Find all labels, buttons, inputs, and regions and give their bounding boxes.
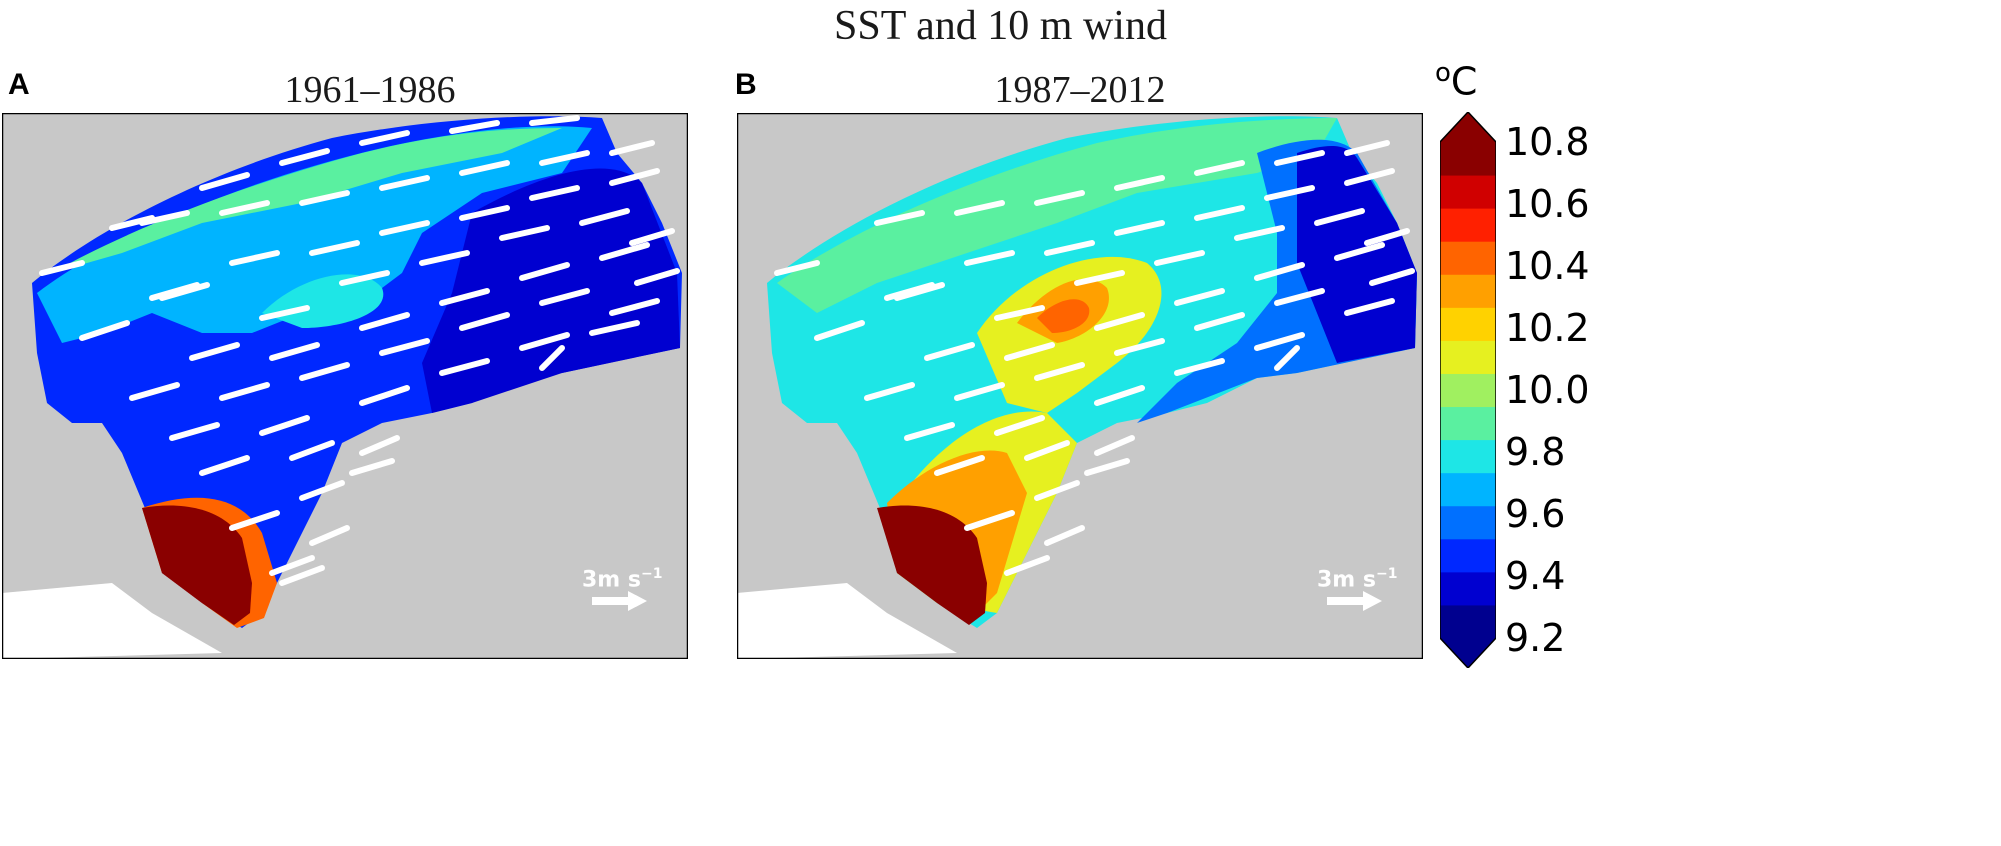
panel-a-title: 1961–1986 [284, 69, 456, 111]
scale-exp-b: −1 [1376, 566, 1398, 582]
colorbar-tick-label: 9.8 [1505, 430, 1566, 474]
panel-a-label: A [8, 68, 30, 101]
estuary-a [2, 583, 222, 659]
sst-green-b [777, 118, 1337, 313]
scale-arrowhead-b [1363, 591, 1382, 611]
colorbar-tick-label: 10.0 [1505, 368, 1590, 412]
colorbar-tick-label: 9.2 [1505, 616, 1566, 660]
colorbar-extend-max [1440, 112, 1496, 142]
frame-a [2, 113, 688, 659]
colorbar-unit: oC [1435, 58, 1477, 104]
colorbar-tick-label: 10.4 [1505, 244, 1590, 288]
scale-text-b: 3m s [1317, 567, 1376, 593]
colorbar-segment [1440, 241, 1496, 275]
colorbar-segments [1440, 112, 1496, 668]
colorbar-segment [1440, 571, 1496, 606]
frame-b [737, 113, 1423, 659]
colorbar-segment [1440, 340, 1496, 374]
colorbar-segment [1440, 274, 1496, 308]
scale-label-b: 3m s−1 [1317, 566, 1397, 592]
colorbar-segment [1440, 175, 1496, 209]
scale-arrowhead-a [628, 591, 647, 611]
estuary-b [737, 583, 957, 659]
colorbar-tick-label: 9.6 [1505, 492, 1566, 536]
colorbar-tick-label: 10.6 [1505, 182, 1590, 226]
colorbar-segment [1440, 505, 1496, 540]
map-panel-a [2, 113, 688, 659]
colorbar-segment [1440, 208, 1496, 242]
colorbar-segment [1440, 472, 1496, 507]
colorbar-tick-label: 10.2 [1505, 306, 1590, 350]
scale-label-a: 3m s−1 [582, 566, 662, 592]
figure-title: SST and 10 m wind [834, 3, 1167, 49]
scale-text-a: 3m s [582, 567, 641, 593]
sst-hot-b [877, 505, 987, 625]
colorbar [1440, 112, 1496, 668]
wind-arrows-b [774, 140, 1415, 576]
colorbar-segment [1440, 439, 1496, 474]
panel-b-title: 1987–2012 [994, 69, 1166, 111]
colorbar-tick-label: 10.8 [1505, 120, 1590, 164]
sst-darkblue-a [422, 168, 680, 413]
unit-text: C [1450, 59, 1478, 104]
colorbar-segment [1440, 373, 1496, 408]
scale-exp-a: −1 [641, 566, 663, 582]
panel-b-label: B [735, 68, 757, 101]
colorbar-extend-min [1440, 638, 1496, 668]
colorbar-segment [1440, 142, 1496, 176]
sst-hot-a [142, 505, 252, 625]
colorbar-segment [1440, 538, 1496, 573]
colorbar-segment [1440, 604, 1496, 639]
map-panel-b [737, 113, 1423, 659]
sst-core-b [1037, 299, 1090, 333]
colorbar-segment [1440, 406, 1496, 441]
unit-sup: o [1435, 58, 1451, 88]
sst-cyan-blob-a [262, 274, 384, 328]
wind-arrows-a [39, 115, 680, 586]
colorbar-tick-label: 9.4 [1505, 554, 1566, 598]
colorbar-segment [1440, 307, 1496, 341]
